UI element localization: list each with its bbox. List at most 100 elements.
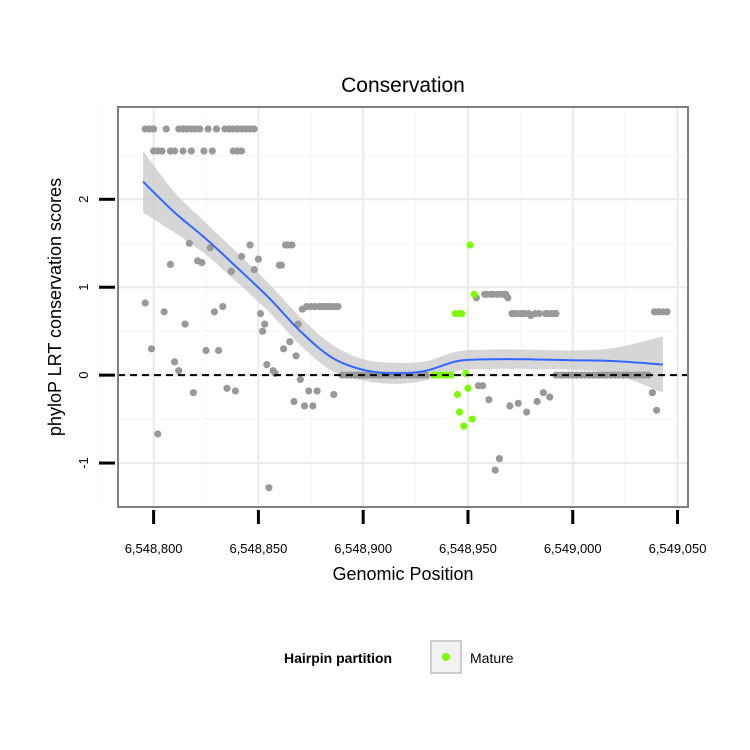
data-point-other	[552, 310, 560, 318]
data-point-other	[514, 399, 522, 407]
data-point-other	[334, 303, 342, 311]
data-point-other	[309, 402, 317, 410]
grid	[100, 107, 688, 508]
data-point-other	[300, 402, 309, 410]
data-point-other	[263, 361, 271, 369]
data-point-other	[185, 239, 193, 247]
data-point-other	[292, 352, 300, 360]
points-layer	[141, 125, 671, 492]
data-point-other	[648, 389, 657, 397]
x-tick-label: 6,549,000	[544, 541, 602, 556]
data-point-mature	[447, 371, 455, 379]
data-point-mature	[464, 384, 472, 392]
smooth-line	[142, 180, 663, 375]
data-point-other	[171, 147, 179, 155]
smooth-ribbon-layer	[143, 151, 663, 393]
data-point-other	[250, 125, 258, 133]
data-point-other	[141, 299, 149, 307]
y-axis-label: phyloP LRT conservation scores	[45, 178, 65, 436]
data-point-mature	[456, 408, 464, 416]
data-point-other	[181, 320, 189, 328]
x-axis-label: Genomic Position	[332, 564, 473, 584]
x-tick-label: 6,548,800	[125, 541, 183, 556]
data-point-other	[533, 397, 541, 406]
data-point-other	[296, 375, 304, 384]
data-point-other	[238, 147, 246, 155]
data-point-other	[259, 327, 267, 335]
legend-label-mature: Mature	[470, 650, 514, 666]
data-point-other	[166, 260, 174, 268]
chart-title: Conservation	[341, 74, 465, 97]
y-tick-label: 1	[76, 284, 91, 291]
data-point-other	[223, 384, 231, 392]
data-point-other	[523, 408, 531, 416]
data-point-other	[546, 393, 554, 401]
data-point-other	[254, 255, 262, 263]
panel-background	[118, 107, 688, 507]
data-point-other	[422, 371, 430, 379]
data-point-other	[305, 387, 313, 395]
data-point-other	[200, 147, 208, 155]
data-point-other	[198, 259, 206, 267]
data-point-other	[535, 310, 543, 318]
data-point-other	[196, 125, 204, 133]
data-point-other	[160, 308, 168, 316]
x-tick-label: 6,548,900	[334, 541, 392, 556]
data-point-other	[212, 125, 221, 133]
data-point-other	[150, 125, 158, 133]
data-point-other	[313, 387, 321, 395]
data-point-other	[286, 338, 294, 346]
y-axis: -1 0 1 2	[76, 196, 115, 469]
smooth-confidence-ribbon	[143, 151, 663, 393]
data-point-mature	[453, 390, 462, 399]
data-point-other	[147, 345, 156, 353]
data-point-other	[261, 320, 269, 328]
data-point-other	[171, 358, 179, 366]
data-point-other	[277, 261, 286, 269]
legend-title: Hairpin partition	[284, 650, 392, 666]
data-point-mature	[458, 310, 466, 318]
data-point-mature	[460, 422, 468, 430]
data-point-other	[485, 396, 493, 404]
panel-border	[117, 106, 689, 508]
data-point-other	[495, 455, 503, 463]
data-point-other	[208, 147, 216, 155]
data-point-other	[663, 308, 671, 316]
data-point-other	[290, 397, 298, 406]
data-point-other	[158, 147, 166, 155]
data-point-other	[653, 406, 661, 414]
data-point-mature	[468, 415, 476, 423]
x-tick-label: 6,548,850	[229, 541, 287, 556]
data-point-other	[162, 125, 170, 133]
data-point-other	[204, 125, 212, 133]
data-point-other	[227, 267, 235, 275]
data-point-other	[238, 252, 246, 261]
data-point-other	[256, 310, 265, 318]
data-point-other	[280, 345, 288, 353]
legend: Hairpin partition Mature	[284, 640, 514, 674]
data-point-mature	[470, 290, 478, 298]
x-tick-label: 6,549,050	[649, 541, 707, 556]
data-point-other	[491, 466, 499, 474]
smooth-line-layer	[142, 180, 663, 375]
data-point-other	[206, 244, 214, 252]
data-point-other	[250, 266, 258, 274]
data-point-other	[246, 241, 254, 249]
data-point-other	[215, 346, 223, 355]
data-point-mature	[466, 241, 474, 249]
data-point-other	[154, 430, 162, 438]
x-tick-label: 6,548,950	[439, 541, 497, 556]
y-tick-label: -1	[76, 457, 91, 469]
data-point-other	[189, 389, 197, 397]
data-point-other	[288, 241, 296, 249]
y-tick-label: 2	[76, 196, 91, 203]
data-point-other	[265, 484, 273, 492]
data-point-other	[187, 147, 195, 155]
data-point-other	[479, 382, 487, 390]
data-point-other	[202, 346, 210, 355]
data-point-other	[539, 389, 548, 397]
data-point-other	[210, 308, 218, 316]
legend-key-mature	[442, 653, 450, 661]
data-point-other	[504, 294, 512, 302]
